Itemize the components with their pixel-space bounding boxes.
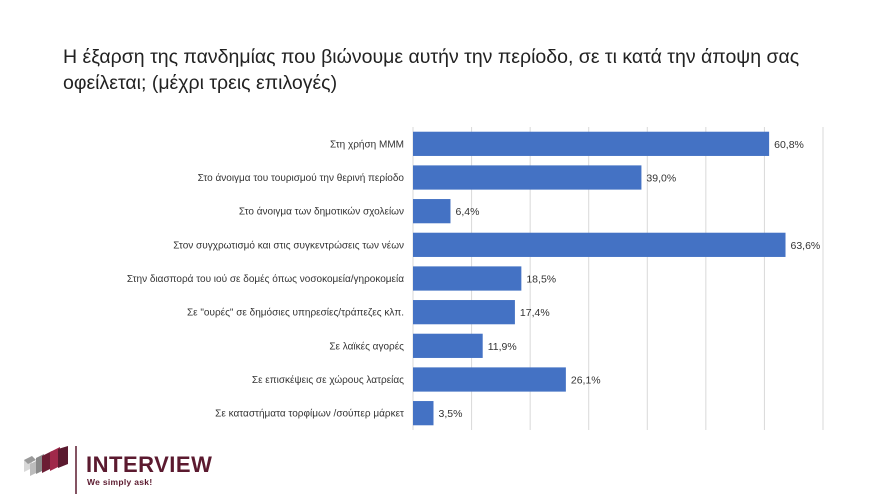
bar — [413, 165, 642, 190]
bar — [413, 131, 770, 156]
category-label: Σε επισκέψεις σε χώρους λατρείας — [252, 374, 404, 386]
category-label: Στο άνοιγμα του τουρισμού την θερινή περ… — [198, 172, 405, 184]
value-label: 63,6% — [791, 240, 821, 252]
category-label: Σε λαϊκές αγορές — [329, 340, 404, 352]
category-label: Σε "ουρές" σε δημόσιες υπηρεσίες/τράπεζε… — [187, 307, 404, 319]
bars — [413, 131, 786, 426]
category-labels: Στη χρήση ΜΜΜ Στο άνοιγμα του τουρισμού τ… — [127, 138, 405, 419]
interview-logo — [22, 446, 242, 496]
category-label: Στη χρήση ΜΜΜ — [330, 138, 404, 150]
category-label: Σε καταστήματα τορφίμων /σούπερ μάρκετ — [215, 408, 404, 420]
category-label: Στο άνοιγμα των δημοτικών σχολείων — [239, 206, 404, 218]
category-label: Στον συγχρωτισμό και στις συγκεντρώσεις … — [173, 239, 404, 251]
value-label: 18,5% — [526, 274, 556, 286]
logo-name: INTERVIEW — [86, 452, 213, 477]
bar — [413, 266, 522, 291]
value-label: 6,4% — [455, 206, 479, 218]
value-label: 26,1% — [571, 375, 601, 387]
bar — [413, 367, 566, 392]
logo-tagline: We simply ask! — [87, 477, 153, 487]
value-label: 60,8% — [774, 139, 804, 151]
category-label: Στην διασπορά του ιού σε δομές όπως νοσο… — [127, 273, 404, 285]
bar — [413, 401, 434, 426]
value-label: 11,9% — [488, 341, 517, 353]
value-labels: 60,8% 39,0% 6,4% 63,6% 18,5% 17,4% 11,9% 26,1% 3… — [439, 139, 821, 420]
value-label: 17,4% — [520, 307, 550, 319]
value-label: 3,5% — [439, 408, 463, 420]
chart-title: Η έξαρση της πανδημίας που βιώνουμε αυτή… — [63, 46, 800, 94]
logo-icon — [24, 446, 77, 494]
bar — [413, 300, 515, 325]
bar — [413, 199, 451, 224]
bar — [413, 333, 483, 358]
value-label: 39,0% — [646, 173, 676, 185]
bar — [413, 232, 786, 257]
